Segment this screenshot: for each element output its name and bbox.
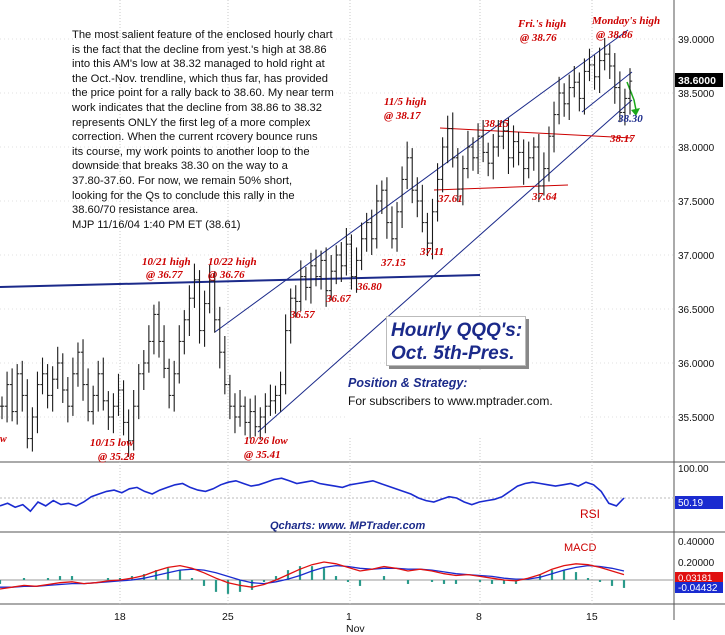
last-price-label: 38.6000	[678, 75, 716, 87]
source-label: Qcharts: www. MPTrader.com	[270, 520, 425, 532]
rsi-value-label: 50.19	[678, 498, 703, 509]
signal-value-label: -0.04432	[678, 583, 718, 594]
annotation-fri-value: @ 38.76	[520, 32, 557, 44]
annotation-1015-value: @ 35.28	[98, 451, 135, 463]
macd-value-box	[675, 572, 723, 582]
price-annotations: w 10/15 low @ 35.28 10/21 high @ 36.77 1…	[0, 15, 660, 463]
rsi-axis-label: 100.00	[678, 464, 709, 475]
x-axis-labels: 18 25 1 8 15 Nov	[114, 611, 598, 635]
price-label: 36.57	[289, 309, 315, 321]
x-month-label: Nov	[346, 623, 365, 635]
price-label: 38.15	[483, 118, 509, 130]
y-tick-label: 38.5000	[678, 89, 715, 100]
y-tick-label: 37.0000	[678, 251, 715, 262]
y-tick-label: 38.0000	[678, 143, 715, 154]
price-label: 38.17	[609, 133, 635, 145]
x-tick-label: 15	[586, 611, 598, 623]
price-label: 37.64	[531, 191, 557, 203]
y-tick-label: 37.5000	[678, 197, 715, 208]
annotation-1022-value: @ 36.76	[208, 269, 245, 281]
chart-title-box: Hourly QQQ's: Oct. 5th-Pres.	[386, 316, 526, 366]
signal-value-box	[675, 582, 723, 593]
commentary-text: The most salient feature of the enclosed…	[72, 29, 334, 231]
chart-title-line2: Oct. 5th-Pres.	[391, 343, 515, 364]
price-label: 37.11	[419, 246, 444, 258]
x-tick-label: 8	[476, 611, 482, 623]
x-tick-label: 25	[222, 611, 234, 623]
annotation-fri-high: Fri.'s high	[517, 18, 566, 30]
horizontal-trendline	[0, 274, 481, 288]
price-bars	[0, 37, 633, 457]
price-label: 36.67	[325, 293, 351, 305]
lower-channel-line	[257, 99, 633, 433]
position-heading: Position & Strategy:	[348, 376, 468, 390]
annotation-1021-high: 10/21 high	[142, 256, 191, 268]
red-resistance-line	[439, 127, 633, 139]
projection-arrow	[626, 81, 637, 111]
short-trendline	[581, 71, 633, 113]
rsi-panel	[0, 477, 674, 513]
price-label: 38.30	[617, 113, 643, 125]
rsi-label: RSI	[580, 507, 600, 521]
chart-title-line1: Hourly QQQ's:	[391, 320, 523, 341]
y-tick-label: 35.5000	[678, 413, 715, 424]
annotation-1026-value: @ 35.41	[244, 449, 281, 461]
price-label: 36.80	[356, 281, 382, 293]
macd-panel	[0, 561, 674, 594]
annotation-115-high: 11/5 high	[384, 96, 427, 108]
macd-line	[0, 561, 625, 590]
price-label: 37.15	[380, 257, 406, 269]
y-tick-label: 36.5000	[678, 305, 715, 316]
price-label: 37.61	[437, 193, 463, 205]
price-axis	[674, 0, 725, 635]
annotation-115-value: @ 38.17	[384, 110, 421, 122]
annotation-1015-low: 10/15 low	[90, 437, 134, 449]
macd-axis-label: 0.40000	[678, 537, 715, 548]
rsi-value-box	[675, 496, 723, 509]
macd-value-label: 0.03181	[678, 573, 712, 584]
projection-arrowhead	[631, 108, 640, 116]
macd-label: MACD	[564, 542, 596, 554]
annotation-mon-value: @ 38.86	[596, 29, 633, 41]
x-tick-label: 18	[114, 611, 126, 623]
position-text: For subscribers to www.mptrader.com.	[348, 394, 553, 408]
red-support-line	[433, 184, 569, 191]
x-tick-label: 1	[346, 611, 352, 623]
y-tick-label: 39.0000	[678, 35, 715, 46]
y-axis-labels: 39.0000 38.5000 38.0000 37.5000 37.0000 …	[678, 35, 715, 424]
last-price-box	[675, 73, 723, 87]
edge-label: w	[0, 434, 7, 445]
y-tick-label: 36.0000	[678, 359, 715, 370]
rsi-line	[0, 477, 625, 513]
macd-axis-label: 0.20000	[678, 558, 715, 569]
annotation-mon-high: Monday's high	[591, 15, 660, 27]
annotation-1026-low: 10/26 low	[244, 435, 288, 447]
annotation-1021-value: @ 36.77	[146, 269, 183, 281]
position-strategy-box: Position & Strategy: For subscribers to …	[346, 372, 578, 438]
annotation-1022-high: 10/22 high	[208, 256, 257, 268]
